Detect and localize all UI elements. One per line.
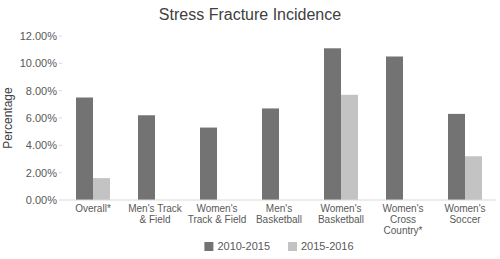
y-tick [59,200,62,201]
label-line: Men's [266,203,292,214]
label-line: Basketball [256,214,302,225]
bar [465,156,482,200]
y-tick-label: 6.00% [26,112,57,124]
label-line: Women's [320,203,361,214]
bar [262,108,279,200]
y-tick [59,36,62,37]
legend-swatch [204,242,213,251]
title: Stress Fracture Incidence [159,6,341,23]
label-line: Basketball [318,214,364,225]
x-axis-line [62,200,496,201]
legend: 2010-2015 2015-2016 [204,240,353,252]
label-line: Overall* [75,203,111,214]
y-tick-label: 0.00% [26,194,57,206]
bar [93,178,110,200]
y-tick-label: 2.00% [26,167,57,179]
bar [448,114,465,200]
bar [386,57,403,201]
x-tick-label: Women'sSoccer [444,203,485,225]
legend-swatch [288,242,297,251]
bar [138,115,155,200]
label-line: Soccer [449,214,481,225]
y-tick [59,172,62,173]
x-tick-label: Men'sBasketball [256,203,302,225]
y-tick-label: 4.00% [26,139,57,151]
y-tick [59,90,62,91]
x-tick-label: Women'sCrossCountry* [382,203,423,236]
y-tick-label: 12.00% [20,30,58,42]
y-tick [59,118,62,119]
bar [324,48,341,200]
label-line: & Field [139,214,170,225]
y-tick-label: 8.00% [26,85,57,97]
x-tick-label: Men's Track& Field [128,203,183,225]
bar [341,95,358,200]
y-tick [59,63,62,64]
label-line: Cross [390,214,416,225]
chart-svg: Stress Fracture Incidence Percentage 0.00%… [0,0,500,259]
bars [76,48,482,200]
label-line: Women's [444,203,485,214]
legend-label: 2015-2016 [301,240,354,252]
label-line: Women's [382,203,423,214]
label-line: Women's [196,203,237,214]
y-tick [59,145,62,146]
chart-container: Stress Fracture Incidence Percentage 0.00%… [0,0,500,259]
bar [200,128,217,200]
label-line: Men's Track [128,203,183,214]
y-axis-label: Percentage [1,87,15,149]
x-tick-label: Overall* [75,203,111,214]
x-tick-label: Women'sBasketball [318,203,364,225]
x-tick-label: Women'sTrack & Field [188,203,247,225]
legend-label: 2010-2015 [217,240,270,252]
bar [76,98,93,201]
label-line: Track & Field [188,214,247,225]
label-line: Country* [384,225,423,236]
y-tick-label: 10.00% [20,57,58,69]
